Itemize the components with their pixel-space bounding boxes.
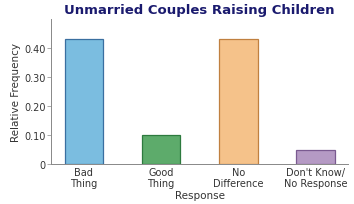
Title: Unmarried Couples Raising Children: Unmarried Couples Raising Children bbox=[64, 4, 335, 17]
Bar bbox=[142, 135, 181, 164]
Y-axis label: Relative Frequency: Relative Frequency bbox=[11, 43, 21, 141]
X-axis label: Response: Response bbox=[175, 190, 225, 200]
Bar bbox=[296, 150, 335, 164]
Bar bbox=[219, 40, 258, 164]
Bar bbox=[64, 40, 103, 164]
